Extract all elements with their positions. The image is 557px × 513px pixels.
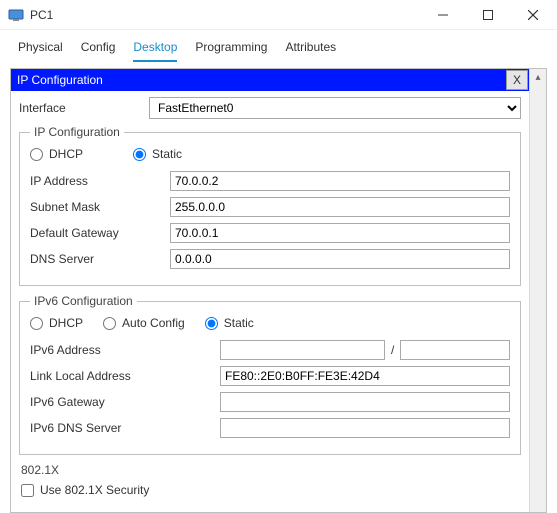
ipv6-auto-radio-label[interactable]: Auto Config bbox=[103, 316, 185, 330]
dns-server-input[interactable] bbox=[170, 249, 510, 269]
ipv4-fieldset: IP Configuration DHCP Static IP Address bbox=[19, 125, 521, 286]
interface-label: Interface bbox=[19, 101, 139, 115]
tab-config[interactable]: Config bbox=[81, 40, 116, 62]
ipv4-dhcp-radio-label[interactable]: DHCP bbox=[30, 147, 83, 161]
subnet-mask-input[interactable] bbox=[170, 197, 510, 217]
ipv4-legend: IP Configuration bbox=[30, 125, 124, 139]
ipv4-dhcp-radio[interactable] bbox=[30, 148, 43, 161]
subnet-mask-label: Subnet Mask bbox=[30, 200, 170, 214]
ipv6-prefix-slash: / bbox=[385, 343, 400, 357]
ipv4-static-radio[interactable] bbox=[133, 148, 146, 161]
ipv4-static-radio-label[interactable]: Static bbox=[133, 147, 182, 161]
dot1x-checkbox-label[interactable]: Use 802.1X Security bbox=[21, 483, 521, 497]
ipv6-address-input[interactable] bbox=[220, 340, 385, 360]
ipv6-auto-radio[interactable] bbox=[103, 317, 116, 330]
ipv6-static-radio[interactable] bbox=[205, 317, 218, 330]
app-icon bbox=[8, 7, 24, 23]
content-frame: IP Configuration X Interface FastEtherne… bbox=[10, 68, 547, 513]
vertical-scrollbar[interactable]: ▴ bbox=[529, 69, 546, 512]
link-local-label: Link Local Address bbox=[30, 369, 220, 383]
ipv6-dns-input[interactable] bbox=[220, 418, 510, 438]
titlebar: PC1 bbox=[0, 0, 557, 30]
ipv6-gateway-label: IPv6 Gateway bbox=[30, 395, 220, 409]
interface-row: Interface FastEthernet0 bbox=[19, 97, 521, 119]
ipv6-gateway-input[interactable] bbox=[220, 392, 510, 412]
maximize-button[interactable] bbox=[465, 1, 510, 29]
panel-title: IP Configuration bbox=[17, 73, 103, 87]
tab-attributes[interactable]: Attributes bbox=[285, 40, 336, 62]
dns-server-label: DNS Server bbox=[30, 252, 170, 266]
tab-strip: Physical Config Desktop Programming Attr… bbox=[0, 30, 557, 62]
default-gateway-label: Default Gateway bbox=[30, 226, 170, 240]
close-window-button[interactable] bbox=[510, 1, 555, 29]
panel-close-button[interactable]: X bbox=[506, 70, 528, 90]
interface-select[interactable]: FastEthernet0 bbox=[149, 97, 521, 119]
window-title: PC1 bbox=[30, 8, 53, 22]
tab-desktop[interactable]: Desktop bbox=[133, 40, 177, 62]
ipv6-prefix-input[interactable] bbox=[400, 340, 510, 360]
ip-address-input[interactable] bbox=[170, 171, 510, 191]
minimize-button[interactable] bbox=[420, 1, 465, 29]
dot1x-checkbox[interactable] bbox=[21, 484, 34, 497]
tab-physical[interactable]: Physical bbox=[18, 40, 63, 62]
ipv6-legend: IPv6 Configuration bbox=[30, 294, 137, 308]
tab-programming[interactable]: Programming bbox=[195, 40, 267, 62]
scroll-up-icon: ▴ bbox=[535, 73, 540, 83]
ipv6-fieldset: IPv6 Configuration DHCP Auto Config Stat… bbox=[19, 294, 521, 455]
ipv6-dhcp-radio-label[interactable]: DHCP bbox=[30, 316, 83, 330]
default-gateway-input[interactable] bbox=[170, 223, 510, 243]
ipv6-dns-label: IPv6 DNS Server bbox=[30, 421, 220, 435]
link-local-input[interactable] bbox=[220, 366, 510, 386]
ip-address-label: IP Address bbox=[30, 174, 170, 188]
ipv6-dhcp-radio[interactable] bbox=[30, 317, 43, 330]
dot1x-title: 802.1X bbox=[21, 463, 521, 477]
ipv6-static-radio-label[interactable]: Static bbox=[205, 316, 254, 330]
ipv6-address-label: IPv6 Address bbox=[30, 343, 220, 357]
panel-header: IP Configuration X bbox=[11, 69, 529, 91]
